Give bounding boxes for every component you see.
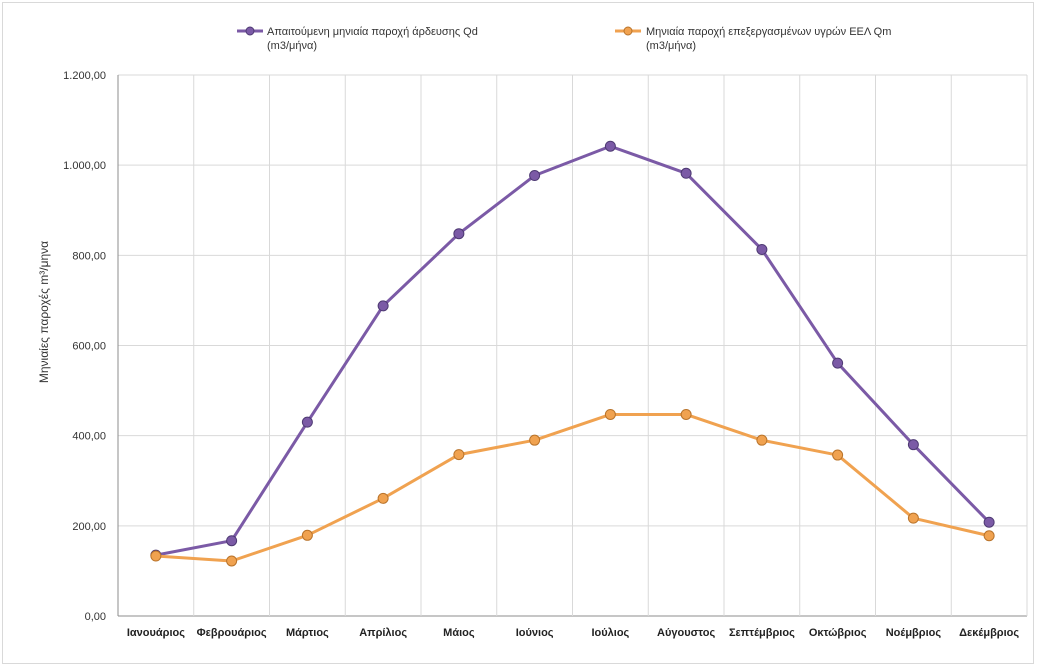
x-tick-label: Αύγουστος — [657, 627, 715, 639]
gridlines — [117, 74, 1028, 617]
x-tick-label: Ιούλιος — [591, 627, 629, 639]
series-line-0 — [155, 144, 991, 557]
data-point-0 — [377, 300, 389, 312]
y-tick-label: 1.000,00 — [63, 160, 106, 172]
data-point-0 — [832, 357, 844, 369]
x-tick-label: Φεβρουάριος — [197, 627, 267, 639]
y-tick-label: 400,00 — [72, 431, 106, 443]
data-point-1 — [301, 529, 313, 541]
y-tick-label: 1.200,00 — [63, 70, 106, 82]
data-point-0 — [453, 228, 465, 240]
legend-marker-0 — [245, 26, 255, 36]
x-tick-label: Σεπτέμβριος — [729, 627, 795, 639]
legend-marker-1 — [623, 26, 633, 36]
data-point-1 — [907, 512, 919, 524]
data-point-1 — [604, 408, 616, 420]
data-point-1 — [226, 555, 238, 567]
x-tick-label: Ιούνιος — [516, 627, 554, 639]
data-point-0 — [301, 416, 313, 428]
data-point-1 — [150, 550, 162, 562]
data-point-0 — [226, 535, 238, 547]
x-tick-label: Δεκέμβριος — [959, 627, 1019, 639]
y-tick-label: 800,00 — [72, 250, 106, 262]
legend-label-0-line2: (m3/μήνα) — [267, 40, 317, 52]
data-point-1 — [756, 434, 768, 446]
x-tick-label: Νοέμβριος — [886, 627, 942, 639]
y-tick-label: 0,00 — [85, 611, 106, 623]
data-point-0 — [983, 516, 995, 528]
data-point-1 — [453, 449, 465, 461]
legend-item-1: Μηνιαία παροχή επεξεργασμένων υγρών ΕΕΛ … — [615, 26, 891, 52]
series-line-1 — [155, 412, 990, 563]
data-point-0 — [529, 170, 541, 182]
data-point-1 — [832, 449, 844, 461]
data-point-0 — [907, 439, 919, 451]
data-point-0 — [604, 140, 616, 152]
data-point-0 — [756, 243, 768, 255]
y-tick-label: 200,00 — [72, 521, 106, 533]
x-tick-label: Απρίλιος — [359, 627, 407, 639]
legend-label-1-line2: (m3/μήνα) — [646, 40, 696, 52]
x-tick-label: Ιανουάριος — [127, 627, 185, 639]
legend-label-0-line1: Απαιτούμενη μηνιαία παροχή άρδευσης Qd — [267, 26, 478, 38]
x-tick-label: Μάιος — [443, 627, 475, 639]
y-tick-label: 600,00 — [72, 341, 106, 353]
legend: Απαιτούμενη μηνιαία παροχή άρδευσης Qd (… — [237, 26, 891, 52]
x-tick-label: Μάρτιος — [286, 627, 329, 639]
y-axis-label: Μηνιαίες παροχές m³/μηνα — [37, 241, 51, 383]
x-tick-label: Οκτώβριος — [809, 627, 867, 639]
x-axis-ticks: Ιανουάριος Φεβρουάριος Μάρτιος Απρίλιος Μάιο… — [127, 627, 1020, 639]
legend-label-1-line1: Μηνιαία παροχή επεξεργασμένων υγρών ΕΕΛ … — [646, 26, 891, 38]
data-point-1 — [377, 492, 389, 504]
data-point-1 — [983, 530, 995, 542]
data-point-0 — [680, 167, 692, 179]
data-point-1 — [529, 434, 541, 446]
data-point-1 — [680, 408, 692, 420]
legend-item-0: Απαιτούμενη μηνιαία παροχή άρδευσης Qd (… — [237, 26, 478, 52]
series-group — [150, 140, 995, 567]
y-axis-ticks: 0,00 200,00 400,00 600,00 800,00 1.000,00 1.20… — [63, 70, 106, 623]
